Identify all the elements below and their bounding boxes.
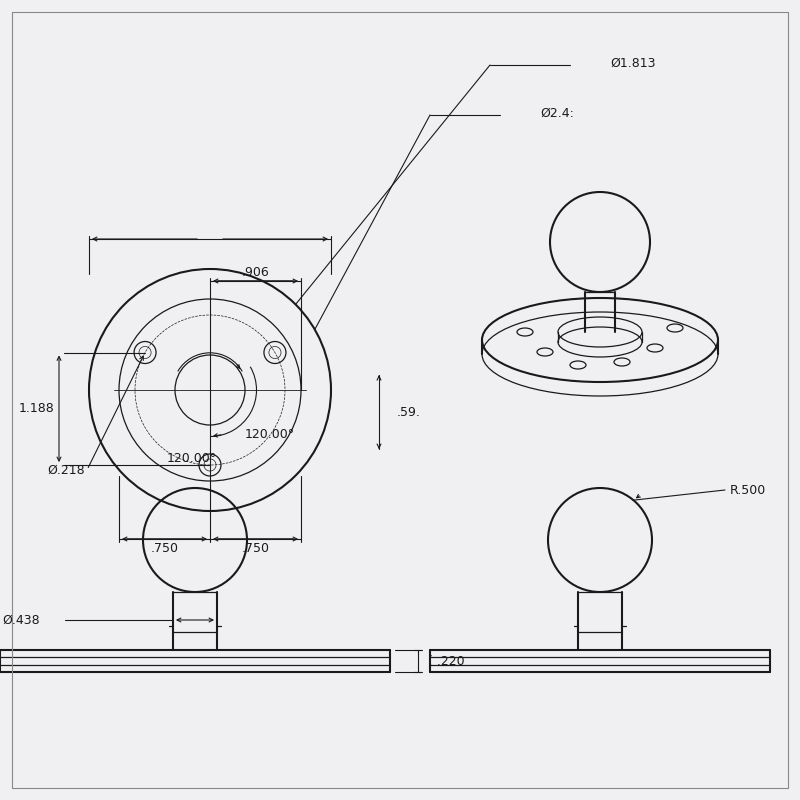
Text: Ø.438: Ø.438 [2, 614, 40, 626]
Text: .906: .906 [242, 266, 270, 279]
Text: R.500: R.500 [730, 483, 766, 497]
Text: Ø.218: Ø.218 [47, 463, 85, 477]
Text: .59.: .59. [397, 406, 421, 418]
Text: .750: .750 [150, 542, 178, 555]
Text: Ø1.813: Ø1.813 [610, 57, 655, 70]
Text: 120.00°: 120.00° [167, 451, 217, 465]
Text: ( .220: ( .220 [428, 654, 465, 667]
Text: 120.00°: 120.00° [245, 429, 295, 442]
Text: .750: .750 [242, 542, 270, 555]
Text: 1.188: 1.188 [18, 402, 54, 415]
Text: Ø2.4:: Ø2.4: [540, 106, 574, 119]
